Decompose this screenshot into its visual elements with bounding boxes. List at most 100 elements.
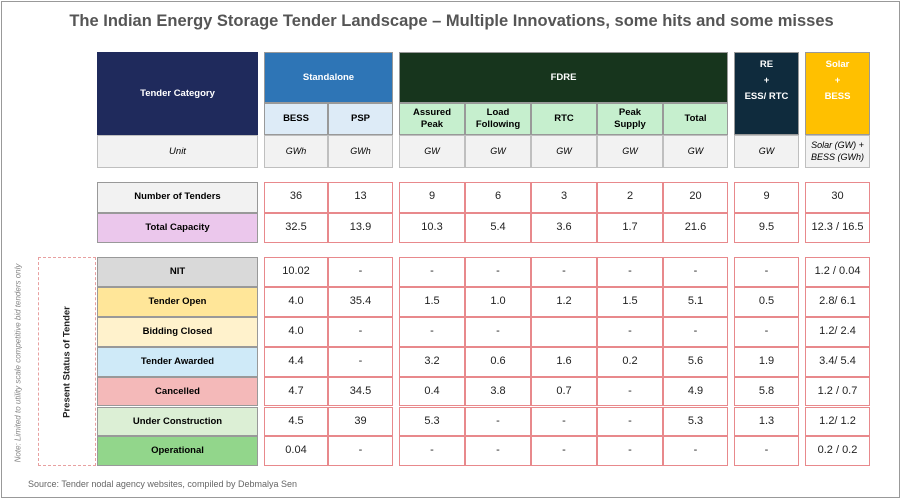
value-cell: 4.7 [264,376,328,407]
value-cell: - [328,257,393,287]
group-header-line: ESS/ RTC [744,90,789,102]
value-cell: - [465,316,531,347]
value-cell: 0.7 [531,376,597,407]
status-label-box: Present Status of Tender [38,257,96,466]
group-header-line: BESS [824,90,851,102]
value-cell: 21.6 [663,212,728,243]
status-label: Present Status of Tender [61,305,73,418]
value-cell: 1.0 [465,286,531,317]
value-cell: - [734,257,799,287]
value-cell: 9 [399,182,465,213]
value-cell: - [531,436,597,467]
value-cell: - [597,376,663,407]
value-cell: 6 [465,182,531,213]
value-cell: 35.4 [328,286,393,317]
value-cell: - [531,257,597,287]
value-cell: - [399,257,465,287]
value-cell: 2.8/ 6.1 [805,286,870,317]
value-cell: 20 [663,182,728,213]
value-cell: 0.2 [597,346,663,377]
value-cell: 4.9 [663,376,728,407]
value-cell: - [597,257,663,287]
value-cell: - [531,406,597,437]
value-cell: - [465,436,531,467]
title: The Indian Energy Storage Tender Landsca… [69,12,834,30]
group-header-line: + [834,74,841,86]
column-header: Total [663,103,728,135]
unit-cell: GW [465,135,531,168]
value-cell: 1.2 [531,286,597,317]
value-cell: 5.3 [663,406,728,437]
group-header: Standalone [264,52,393,103]
group-header-line: Standalone [302,71,355,83]
group-header-line: Solar [825,59,850,70]
value-cell: - [465,257,531,287]
value-cell: 1.3 [734,406,799,437]
group-header-line: + [763,74,770,86]
value-cell: 4.5 [264,406,328,437]
value-cell: 1.6 [531,346,597,377]
row-label: Total Capacity [97,212,258,243]
value-cell: - [399,436,465,467]
value-cell: 5.6 [663,346,728,377]
value-cell: - [663,316,728,347]
value-cell: - [597,436,663,467]
value-cell: 2 [597,182,663,213]
value-cell: 0.5 [734,286,799,317]
value-cell: 1.2/ 1.2 [805,406,870,437]
unit-cell: GW [663,135,728,168]
unit-cell: GW [597,135,663,168]
value-cell: 3.4/ 5.4 [805,346,870,377]
group-header-line: RE [759,59,774,70]
value-cell: - [465,406,531,437]
unit-cell: GWh [264,135,328,168]
value-cell: 0.6 [465,346,531,377]
value-cell: 34.5 [328,376,393,407]
column-header: Load Following [465,103,531,135]
value-cell: - [328,316,393,347]
column-header: Peak Supply [597,103,663,135]
value-cell: - [399,316,465,347]
column-header: RTC [531,103,597,135]
value-cell: 5.4 [465,212,531,243]
value-cell: 36 [264,182,328,213]
value-cell: 5.3 [399,406,465,437]
value-cell: 30 [805,182,870,213]
value-cell: 10.02 [264,257,328,287]
value-cell: 3 [531,182,597,213]
value-cell: - [597,316,663,347]
value-cell: 13.9 [328,212,393,243]
group-header: RE + ESS/ RTC [734,52,799,135]
source: Source: Tender nodal agency websites, co… [28,479,297,489]
value-cell: 0.04 [264,436,328,467]
row-label: Tender Awarded [97,346,258,377]
value-cell: 1.5 [399,286,465,317]
value-cell: - [663,436,728,467]
value-cell: 9.5 [734,212,799,243]
note-text: Note: Limited to utility scale competiti… [13,263,23,463]
value-cell: 4.0 [264,316,328,347]
value-cell: 3.6 [531,212,597,243]
unit-cell: Solar (GW) + BESS (GWh) [805,135,870,168]
row-label: Tender Open [97,286,258,317]
value-cell: 0.4 [399,376,465,407]
value-cell: 1.9 [734,346,799,377]
value-cell: 4.4 [264,346,328,377]
column-header: PSP [328,103,393,135]
value-cell: 1.2 / 0.7 [805,376,870,407]
column-header: Assured Peak [399,103,465,135]
value-cell: - [734,316,799,347]
value-cell: 1.2/ 2.4 [805,316,870,347]
group-header: FDRE [399,52,728,103]
value-cell: 0.2 / 0.2 [805,436,870,467]
row-label: Operational [97,436,258,467]
value-cell: 1.7 [597,212,663,243]
value-cell [531,316,597,347]
value-cell: 1.5 [597,286,663,317]
value-cell: 5.8 [734,376,799,407]
unit-label: Unit [97,135,258,168]
value-cell: 3.2 [399,346,465,377]
row-label: Number of Tenders [97,182,258,213]
category-header: Tender Category [97,52,258,135]
